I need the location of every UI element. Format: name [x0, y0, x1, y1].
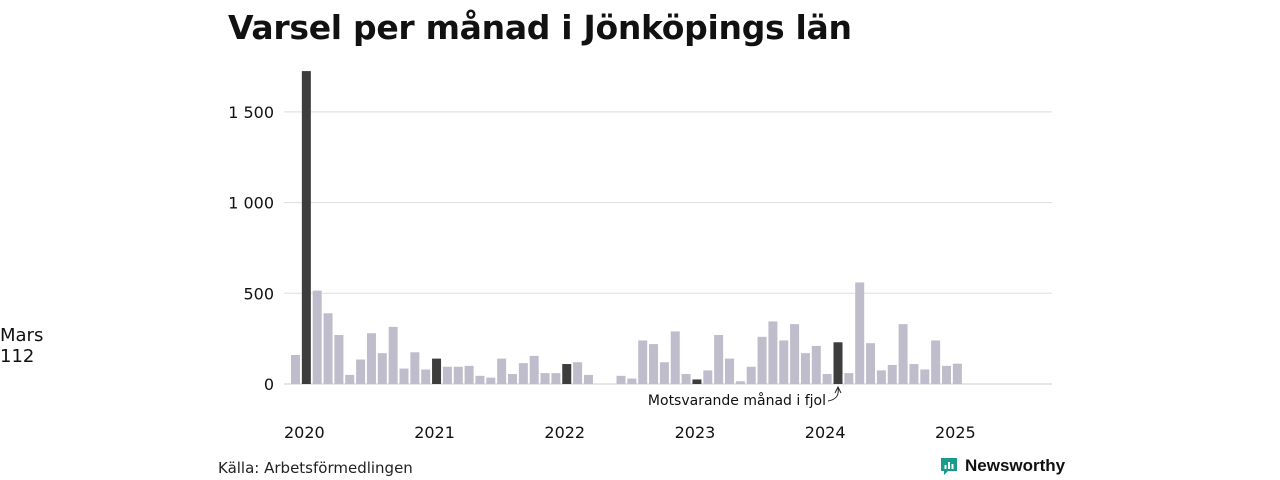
- bar: [876, 370, 886, 384]
- current-month-label: Mars: [0, 325, 43, 346]
- bar: [659, 362, 669, 384]
- bar: [312, 290, 322, 384]
- bar: [377, 353, 387, 384]
- bar: [833, 342, 843, 384]
- bar: [410, 352, 420, 384]
- newsworthy-logo-icon: [941, 458, 957, 475]
- bar: [334, 335, 344, 384]
- bar: [855, 282, 865, 384]
- bar: [432, 358, 442, 384]
- bar: [627, 378, 637, 384]
- y-axis-tick-labels: 0 500 1 000 1 500: [228, 103, 274, 394]
- bar: [291, 354, 300, 384]
- bar: [909, 364, 919, 384]
- bar: [345, 374, 355, 384]
- x-tick-label: 2024: [805, 423, 846, 442]
- y-tick-label: 0: [264, 375, 274, 394]
- bar: [703, 370, 713, 384]
- x-tick-label: 2022: [544, 423, 585, 442]
- previous-year-label: Motsvarande månad i fjol: [648, 392, 826, 409]
- bar: [768, 321, 778, 384]
- x-axis-tick-labels: 2020 2021 2022 2023 2024 2025: [284, 423, 976, 442]
- bar: [562, 364, 572, 384]
- annotation-arrow: [827, 387, 839, 402]
- x-tick-label: 2023: [675, 423, 716, 442]
- bar: [518, 363, 528, 384]
- bar: [714, 335, 724, 384]
- bar: [746, 366, 756, 384]
- bar: [898, 324, 908, 384]
- bar: [779, 340, 789, 384]
- bar: [356, 359, 366, 384]
- bar: [725, 358, 734, 384]
- bar: [486, 377, 496, 384]
- bar: [497, 358, 507, 384]
- bar: [920, 369, 930, 384]
- bar: [942, 365, 951, 384]
- bar: [811, 345, 821, 384]
- bar: [692, 379, 702, 384]
- brand-name: Newsworthy: [965, 456, 1066, 475]
- bar: [681, 374, 691, 384]
- bar: [475, 375, 485, 384]
- x-tick-label: 2025: [935, 423, 976, 442]
- bar: [670, 331, 680, 384]
- bar: [887, 364, 897, 384]
- x-tick-label: 2021: [414, 423, 455, 442]
- bar: [421, 369, 431, 384]
- bars: [291, 71, 962, 385]
- bar: [844, 373, 854, 384]
- annotation-arrowhead: [834, 385, 842, 394]
- bar: [529, 355, 539, 384]
- y-tick-label: 500: [243, 284, 274, 303]
- bar: [399, 368, 409, 384]
- source-note: Källa: Arbetsförmedlingen: [218, 459, 413, 477]
- bar: [616, 375, 626, 384]
- bar: [323, 313, 333, 384]
- bar: [464, 365, 474, 384]
- bar: [573, 362, 583, 384]
- bar: [366, 333, 376, 384]
- bar: [790, 324, 800, 384]
- x-tick-label: 2020: [284, 423, 325, 442]
- bar: [638, 340, 648, 384]
- bar: [508, 374, 517, 384]
- bar: [583, 374, 593, 384]
- current-month-value: 112: [0, 346, 34, 367]
- chart-title: Varsel per månad i Jönköpings län: [228, 8, 852, 47]
- bar: [735, 381, 745, 384]
- bar: [540, 373, 550, 384]
- bar: [453, 366, 463, 384]
- bar: [931, 340, 941, 384]
- bar: [757, 336, 767, 384]
- bar: [301, 71, 311, 385]
- bar: [800, 353, 810, 384]
- brand-logo: Newsworthy: [939, 456, 1065, 476]
- bar: [952, 363, 962, 384]
- bar: [822, 374, 832, 384]
- bar: [649, 344, 659, 384]
- bar: [866, 343, 876, 384]
- bar: [551, 373, 561, 384]
- y-tick-label: 1 000: [228, 194, 274, 213]
- bar: [388, 326, 398, 384]
- bar: [442, 366, 452, 384]
- y-tick-label: 1 500: [228, 103, 274, 122]
